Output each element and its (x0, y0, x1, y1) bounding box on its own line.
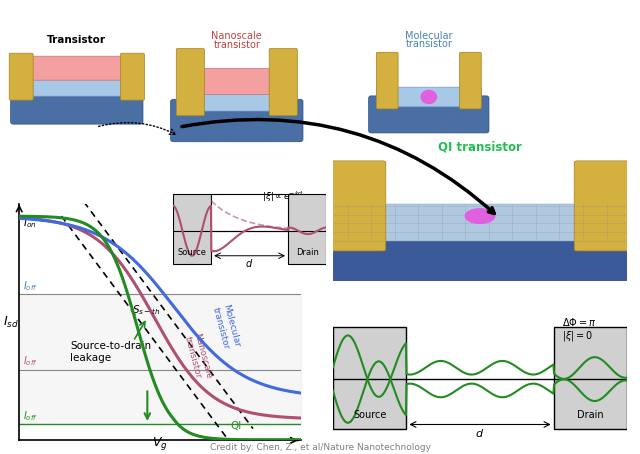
Circle shape (465, 209, 495, 223)
Text: $d$: $d$ (246, 257, 253, 269)
Text: Molecular
transistor: Molecular transistor (211, 303, 241, 351)
Text: Source: Source (353, 410, 387, 420)
Text: $I_{off}$: $I_{off}$ (24, 409, 38, 423)
Text: $\Delta\Phi = \pi$: $\Delta\Phi = \pi$ (563, 316, 596, 327)
Text: Molecular: Molecular (405, 30, 452, 40)
Bar (554, 327, 627, 429)
Bar (173, 194, 211, 264)
Text: Credit by: Chen, Z., et al/Nature Nanotechnology: Credit by: Chen, Z., et al/Nature Nanote… (209, 443, 431, 452)
FancyBboxPatch shape (369, 96, 489, 133)
Text: $d$: $d$ (476, 427, 484, 439)
Text: $I_{off}$: $I_{off}$ (24, 279, 38, 293)
FancyBboxPatch shape (19, 74, 134, 96)
FancyBboxPatch shape (460, 52, 481, 109)
Text: Source-to-drain
leakage: Source-to-drain leakage (70, 341, 151, 363)
Text: transistor: transistor (405, 39, 452, 49)
FancyBboxPatch shape (11, 85, 143, 124)
Bar (333, 327, 406, 429)
Text: QI transistor: QI transistor (438, 141, 522, 153)
FancyBboxPatch shape (376, 87, 481, 107)
FancyBboxPatch shape (333, 204, 627, 241)
Text: Drain: Drain (296, 248, 319, 257)
Text: Nanoscale: Nanoscale (211, 31, 262, 41)
Text: $I_{off}$: $I_{off}$ (24, 355, 38, 368)
FancyBboxPatch shape (574, 161, 633, 251)
Text: $I_{sd}$: $I_{sd}$ (3, 315, 19, 330)
Text: QI: QI (230, 421, 242, 431)
FancyBboxPatch shape (120, 53, 145, 100)
FancyBboxPatch shape (176, 49, 204, 116)
Text: Nanoscale
transistor: Nanoscale transistor (182, 333, 213, 383)
Text: Transistor: Transistor (47, 35, 106, 45)
FancyBboxPatch shape (171, 99, 303, 142)
Circle shape (421, 90, 436, 104)
FancyBboxPatch shape (179, 88, 294, 111)
Bar (288, 194, 326, 264)
FancyBboxPatch shape (269, 49, 298, 116)
Text: $I_{on}$: $I_{on}$ (24, 216, 37, 230)
Bar (211, 194, 288, 231)
FancyBboxPatch shape (9, 53, 33, 100)
FancyBboxPatch shape (333, 231, 627, 281)
FancyBboxPatch shape (19, 56, 134, 80)
Text: $|\xi| = 0$: $|\xi| = 0$ (563, 329, 594, 343)
FancyBboxPatch shape (376, 52, 398, 109)
FancyBboxPatch shape (327, 161, 386, 251)
Text: Drain: Drain (577, 410, 604, 420)
Text: $V_g$: $V_g$ (152, 435, 168, 452)
Text: transistor: transistor (213, 40, 260, 50)
Text: Source: Source (177, 248, 207, 257)
FancyBboxPatch shape (179, 69, 294, 94)
Text: $S_{s-th}$: $S_{s-th}$ (132, 304, 160, 317)
Text: $|\xi| \propto e^{-kd}$: $|\xi| \propto e^{-kd}$ (262, 189, 305, 203)
